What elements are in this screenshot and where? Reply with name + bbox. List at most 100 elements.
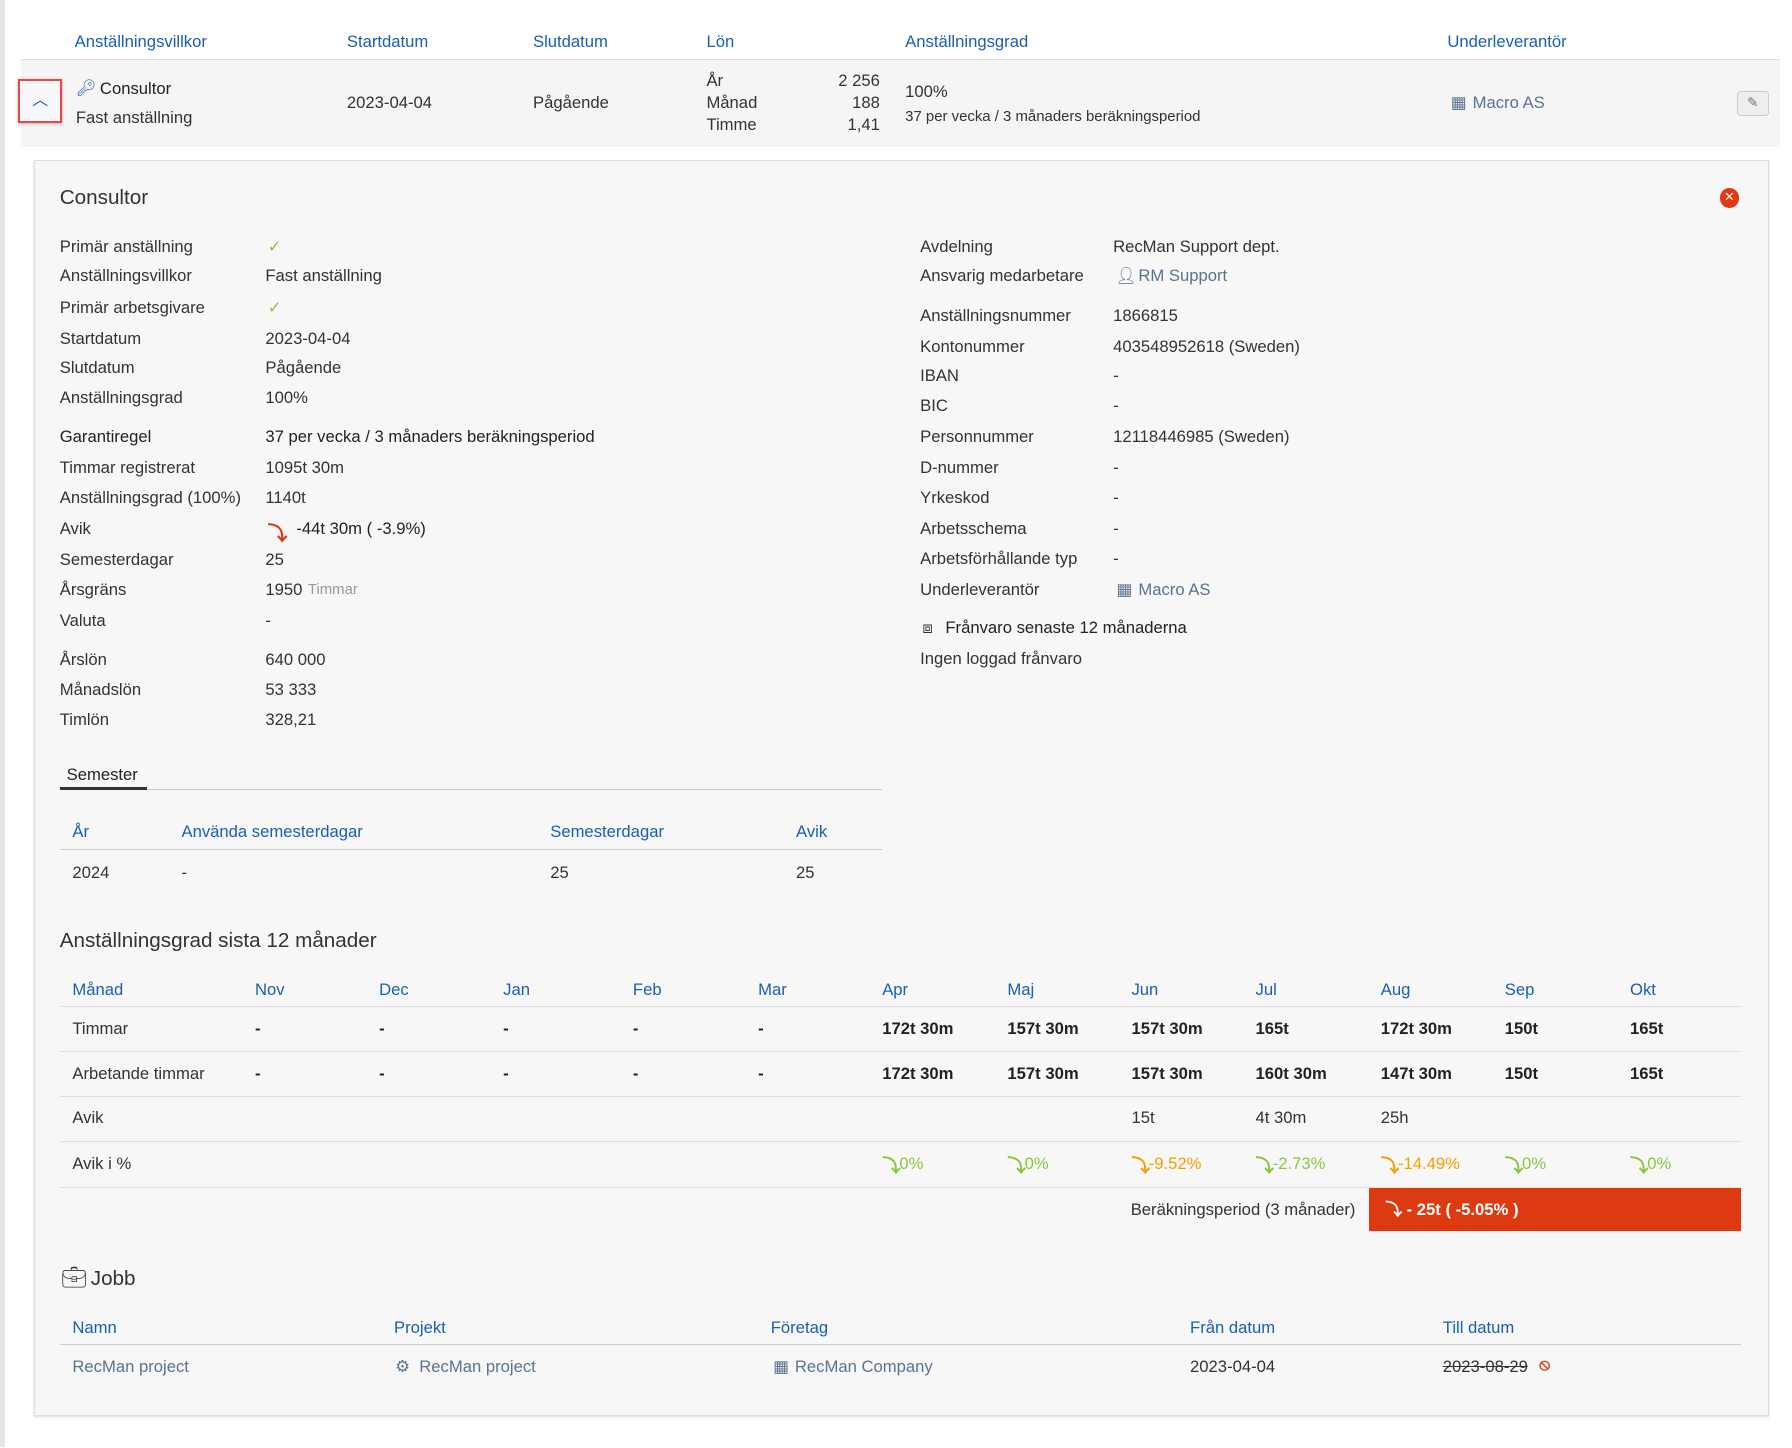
arrow-down-icon: ⤵ <box>1504 1155 1524 1177</box>
field-label: Yrkeskod <box>920 488 990 508</box>
arrow-down-icon: ⤵ <box>267 522 288 545</box>
month-header[interactable]: Jan <box>503 979 530 999</box>
field-value: 403548952618 (Sweden) <box>1113 336 1300 356</box>
month-header[interactable]: Nov <box>255 979 285 999</box>
month-header[interactable]: Okt <box>1630 979 1656 999</box>
row-divider <box>59 1095 1742 1097</box>
job-name-link[interactable]: RecMan project <box>72 1356 189 1376</box>
jobs-divider <box>59 1343 1742 1345</box>
field-label: Anställningsvillkor <box>59 266 192 286</box>
period-value: - 25t ( -5.05% ) <box>1406 1199 1519 1219</box>
field-value: - <box>1113 396 1119 416</box>
month-cell: 0% <box>899 1154 924 1174</box>
edit-button[interactable]: ✎ <box>1736 90 1769 116</box>
field-label: Ansvarig medarbetare <box>920 266 1084 286</box>
month-cell: 0% <box>1024 1154 1049 1174</box>
employment-grade: 100% <box>905 81 948 101</box>
month-header[interactable]: Dec <box>379 979 409 999</box>
semester-header[interactable]: År <box>72 822 89 842</box>
employment-title: Consultor <box>99 79 172 99</box>
field-value: - <box>1113 366 1119 386</box>
arrow-down-icon: ⤵ <box>1385 1199 1402 1219</box>
month-header[interactable]: Apr <box>882 979 909 999</box>
month-header[interactable]: Mar <box>758 979 787 999</box>
month-header[interactable]: Jul <box>1255 979 1277 999</box>
month-cell: 0% <box>1522 1154 1547 1174</box>
jobs-header[interactable]: Från datum <box>1190 1317 1276 1337</box>
employment-row[interactable] <box>20 59 1781 148</box>
field-label: Anställningsgrad <box>59 388 183 408</box>
month-header[interactable]: Jun <box>1131 979 1159 999</box>
month-header[interactable]: Sep <box>1504 979 1535 999</box>
header-startdatum[interactable]: Startdatum <box>346 32 429 52</box>
close-icon: ✕ <box>1724 190 1735 205</box>
semester-header[interactable]: Använda semesterdagar <box>181 822 363 842</box>
month-cell: - <box>632 1018 639 1038</box>
field-value: - <box>265 611 271 631</box>
semester-header[interactable]: Semesterdagar <box>550 822 664 842</box>
semester-header[interactable]: Avik <box>796 822 828 842</box>
month-cell: -14.49% <box>1397 1154 1460 1174</box>
jobs-header[interactable]: Till datum <box>1442 1317 1515 1337</box>
jobs-header[interactable]: Projekt <box>394 1317 446 1337</box>
row-label: Arbetande timmar <box>72 1063 205 1083</box>
close-button[interactable]: ✕ <box>1719 188 1740 208</box>
month-header[interactable]: Maj <box>1007 979 1035 999</box>
header-underleverantor[interactable]: Underleverantör <box>1447 32 1567 52</box>
month-header[interactable]: Feb <box>632 979 662 999</box>
field-value: 640 000 <box>265 650 326 670</box>
row-divider <box>59 1051 1742 1052</box>
month-cell: - <box>255 1018 261 1038</box>
employment-start: 2023-04-04 <box>346 93 433 113</box>
field-unit: Timmar <box>307 581 358 599</box>
salary-value: 188 <box>852 93 880 113</box>
pencil-icon: ✎ <box>1746 94 1759 110</box>
job-project-link[interactable]: RecMan project <box>419 1356 536 1376</box>
row-label: Timmar <box>72 1018 129 1038</box>
field-label: Timmar registrerat <box>59 458 196 478</box>
field-value: 1140t <box>265 488 306 508</box>
period-badge: ⤵ - 25t ( -5.05% ) <box>1369 1187 1742 1232</box>
header-lon[interactable]: Lön <box>706 32 735 52</box>
jobs-title: Jobb <box>90 1267 136 1291</box>
semester-cell: 25 <box>550 862 569 882</box>
tab-active-indicator <box>59 786 148 790</box>
header-slutdatum[interactable]: Slutdatum <box>532 32 608 52</box>
jobs-header[interactable]: Företag <box>770 1317 829 1337</box>
field-value: 53 333 <box>265 680 317 700</box>
tab-semester[interactable]: Semester <box>66 765 138 785</box>
field-label: Primär anställning <box>59 236 193 256</box>
chevron-up-icon: ︿ <box>32 91 49 110</box>
header-anstallningsvillkor[interactable]: Anställningsvillkor <box>74 32 207 52</box>
key-icon: 🔑︎ <box>75 79 97 98</box>
header-anstallningsgrad[interactable]: Anställningsgrad <box>905 32 1029 52</box>
field-value: 1950 <box>265 580 303 600</box>
month-cell: - <box>503 1063 509 1083</box>
month-header[interactable]: Aug <box>1380 979 1411 999</box>
month-cell: 172t 30m <box>1380 1018 1452 1038</box>
month-cell: 147t 30m <box>1380 1063 1452 1083</box>
month-cell: 157t 30m <box>1007 1018 1079 1038</box>
user-icon: 👤︎ <box>1115 266 1137 286</box>
jobs-header[interactable]: Namn <box>72 1317 117 1337</box>
job-company-link[interactable]: RecMan Company <box>794 1356 933 1376</box>
job-to-date: 2023-08-29 <box>1442 1356 1528 1376</box>
field-label: Arbetsförhållande typ <box>920 549 1078 569</box>
checkmark-icon: ✓ <box>267 236 282 256</box>
salary-value: 2 256 <box>838 71 880 91</box>
field-value: 25 <box>265 550 284 570</box>
subcontractor-link[interactable]: Macro AS <box>1472 93 1545 113</box>
employment-type: Fast anställning <box>75 107 193 127</box>
field-value: 2023-04-04 <box>265 328 351 348</box>
field-label: Anställningsnummer <box>920 305 1071 325</box>
month-header[interactable]: Månad <box>72 979 124 999</box>
month-cell: 172t 30m <box>882 1063 954 1083</box>
field-label: D-nummer <box>920 458 999 478</box>
collapse-button[interactable]: ︿ <box>18 79 63 123</box>
employee-link[interactable]: RM Support <box>1138 266 1228 286</box>
subcontractor-link[interactable]: Macro AS <box>1138 580 1211 600</box>
row-divider <box>59 1140 1742 1142</box>
month-cell: 165t <box>1630 1063 1664 1083</box>
month-cell: 4t 30m <box>1255 1108 1307 1128</box>
field-value: - <box>1113 458 1119 478</box>
